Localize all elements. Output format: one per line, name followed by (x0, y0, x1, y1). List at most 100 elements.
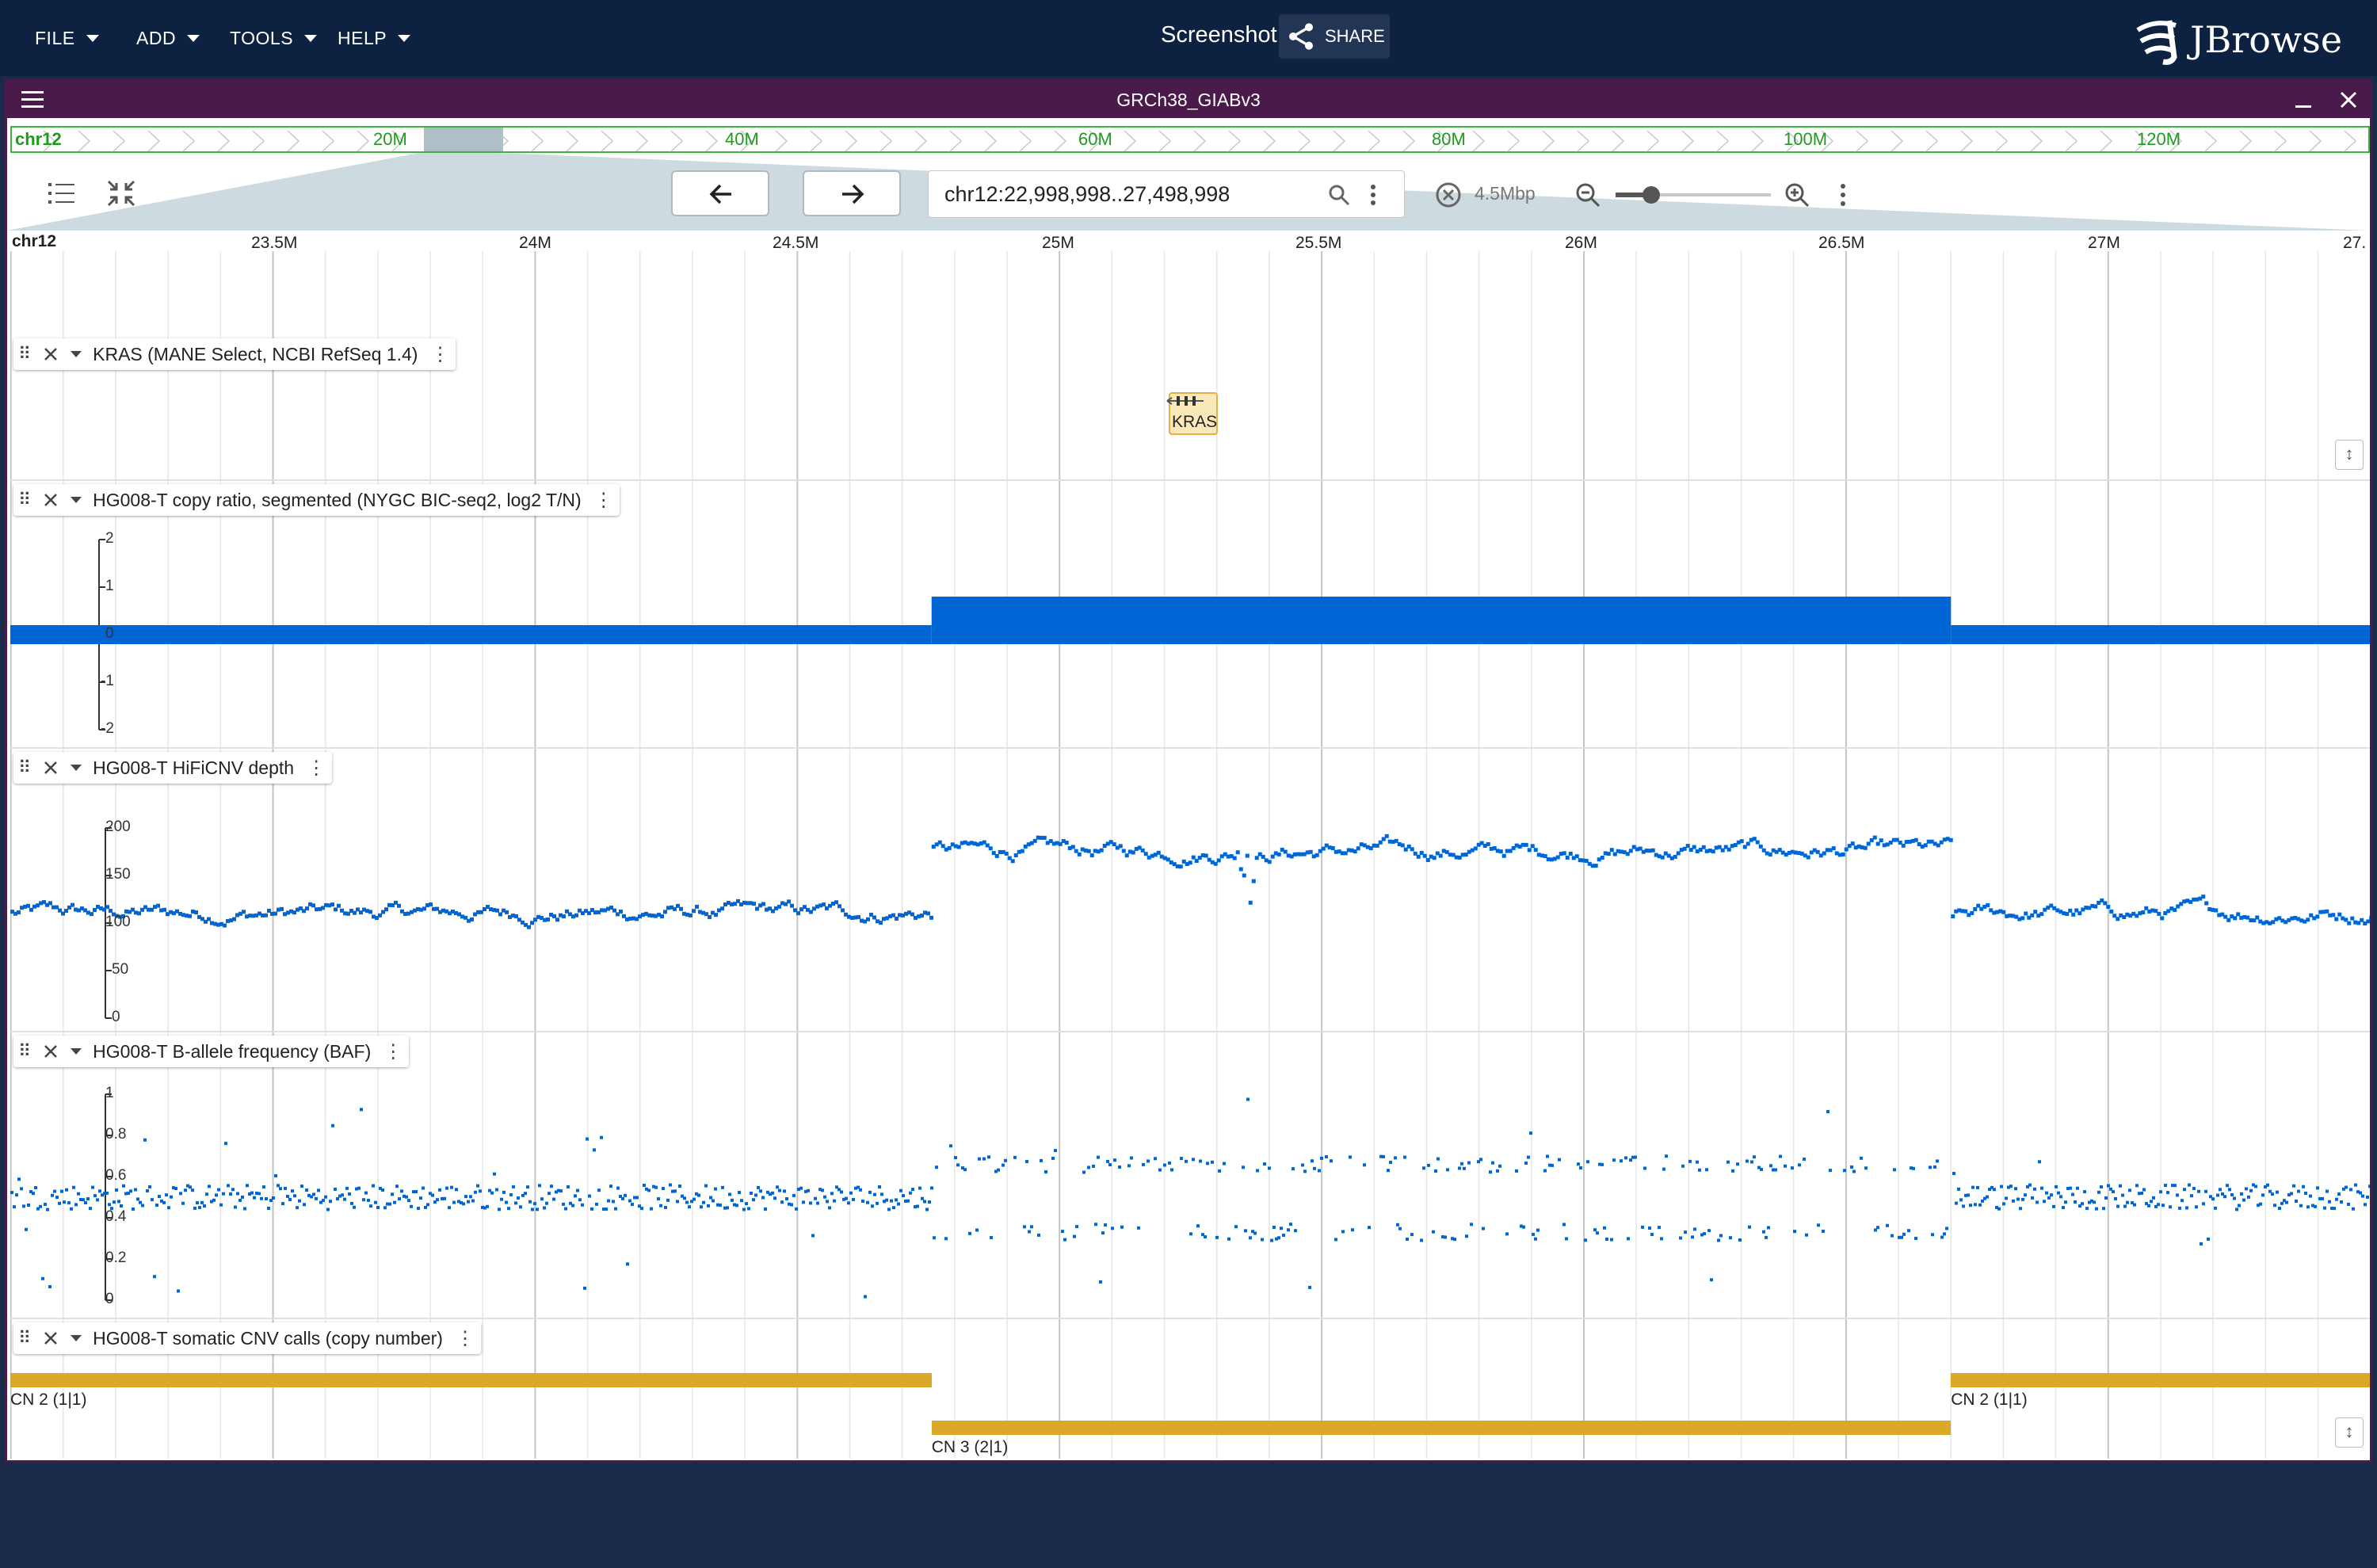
depth-point (96, 905, 100, 910)
depth-point (2312, 916, 2317, 921)
more-vert-icon[interactable]: ⋮ (383, 1040, 403, 1063)
track-height-handle[interactable]: ↕ (2335, 1417, 2364, 1448)
baf-point (880, 1192, 883, 1196)
close-icon[interactable] (44, 1331, 58, 1345)
baf-point (1127, 1164, 1131, 1168)
baf-point (738, 1191, 741, 1195)
depth-point (1907, 839, 1912, 844)
baf-point (63, 1200, 66, 1204)
baf-point (1738, 1238, 1742, 1242)
depth-point (1140, 848, 1145, 853)
baf-point (412, 1190, 415, 1194)
depth-point (394, 900, 398, 905)
depth-point (1397, 841, 1402, 846)
cnv-call-bar[interactable] (1951, 1373, 2370, 1387)
close-icon[interactable] (44, 761, 58, 775)
depth-point (172, 911, 176, 916)
chevron-down-icon[interactable] (71, 765, 82, 771)
search-icon[interactable] (1328, 184, 1350, 206)
close-icon[interactable] (44, 493, 58, 507)
more-vert-icon[interactable]: ⋮ (430, 343, 450, 365)
depth-point (975, 842, 980, 847)
view-title[interactable]: GRCh38_GIABv3 (1116, 90, 1261, 110)
baf-point (552, 1197, 555, 1201)
overview-viewport-highlight[interactable] (424, 128, 503, 153)
track-height-handle[interactable]: ↕ (2335, 440, 2364, 470)
copy-ratio-plot[interactable] (10, 481, 2370, 749)
file-menu[interactable]: FILE (35, 0, 99, 76)
track-name: HG008-T somatic CNV calls (copy number) (93, 1327, 443, 1349)
session-name[interactable]: Screenshot (1161, 22, 1277, 48)
zoom-out-icon[interactable] (1574, 181, 1601, 208)
baf-point (1432, 1230, 1435, 1234)
zoom-slider-thumb[interactable] (1643, 186, 1660, 204)
scroll-left-button[interactable] (671, 170, 769, 216)
view-options-icon[interactable] (1839, 183, 1847, 207)
zoom-slider[interactable] (1616, 186, 1771, 204)
depth-point (2116, 917, 2120, 921)
location-search-box[interactable]: chr12:22,998,998..27,498,998 (928, 170, 1405, 218)
baf-point (1598, 1162, 1601, 1166)
drag-handle-icon[interactable]: ⠿ (18, 1041, 32, 1061)
cnv-call-bar[interactable] (931, 1421, 1952, 1435)
depth-point (1866, 841, 1871, 846)
add-menu[interactable]: ADD (136, 0, 200, 76)
drag-handle-icon[interactable]: ⠿ (18, 490, 32, 509)
drag-handle-icon[interactable]: ⠿ (18, 1328, 32, 1348)
baf-point (1978, 1203, 1982, 1207)
baf-point (1234, 1225, 1238, 1229)
location-input[interactable]: chr12:22,998,998..27,498,998 (944, 182, 1230, 206)
track-selector-icon[interactable] (48, 181, 75, 205)
baf-point (120, 1204, 123, 1207)
depth-plot[interactable] (10, 749, 2370, 1032)
baf-point (281, 1202, 284, 1206)
baf-point (994, 1169, 998, 1173)
baf-point (303, 1203, 306, 1207)
depth-point (1951, 914, 1955, 919)
depth-point (1004, 851, 1009, 856)
baf-point (2088, 1200, 2091, 1204)
close-icon[interactable] (44, 347, 58, 361)
baf-point (1249, 1236, 1252, 1240)
overview-chevron (1612, 130, 1625, 151)
baf-point (845, 1196, 848, 1200)
close-icon[interactable] (2340, 91, 2357, 109)
more-vert-icon[interactable]: ⋮ (593, 489, 613, 511)
depth-point (638, 914, 642, 919)
depth-point (20, 906, 24, 910)
chevron-down-icon[interactable] (71, 1048, 82, 1055)
depth-point (1995, 910, 2000, 914)
minimize-icon[interactable] (2295, 105, 2311, 108)
drag-handle-icon[interactable]: ⠿ (18, 757, 32, 777)
drag-handle-icon[interactable]: ⠿ (18, 344, 32, 364)
view-menu-icon[interactable] (21, 91, 44, 109)
cnv-call-bar[interactable] (10, 1373, 932, 1387)
close-icon[interactable] (44, 1044, 58, 1059)
baf-plot[interactable] (10, 1032, 2370, 1319)
zoom-in-icon[interactable] (1784, 181, 1810, 208)
ruler[interactable]: chr12 23.5M 24M 24.5M 25M 25.5M 26M 26.5… (10, 231, 2370, 254)
collapse-icon[interactable] (107, 180, 135, 207)
chevron-down-icon[interactable] (71, 497, 82, 503)
more-vert-icon[interactable] (1369, 184, 1377, 206)
depth-point (147, 907, 151, 912)
chevron-down-icon[interactable] (71, 351, 82, 357)
share-button[interactable]: SHARE (1279, 14, 1390, 59)
baf-point (1341, 1230, 1345, 1234)
clear-icon[interactable] (1435, 181, 1462, 208)
depth-point (1368, 846, 1373, 851)
gene-feature-kras[interactable]: KRAS (1166, 392, 1218, 435)
tools-menu[interactable]: TOOLS (230, 0, 318, 76)
more-vert-icon[interactable]: ⋮ (307, 757, 326, 779)
help-menu[interactable]: HELP (338, 0, 411, 76)
more-vert-icon[interactable]: ⋮ (455, 1327, 475, 1349)
depth-point (2074, 908, 2079, 913)
depth-point (1831, 846, 1836, 851)
baf-point (1967, 1193, 1970, 1197)
depth-point (128, 910, 132, 914)
scroll-right-button[interactable] (803, 170, 901, 216)
chevron-down-icon[interactable] (71, 1335, 82, 1341)
depth-point (1454, 855, 1459, 860)
depth-point (536, 914, 540, 919)
overview-scale-bar[interactable]: chr12 20M 40M 60M 80M 100M 120M (10, 126, 2370, 153)
